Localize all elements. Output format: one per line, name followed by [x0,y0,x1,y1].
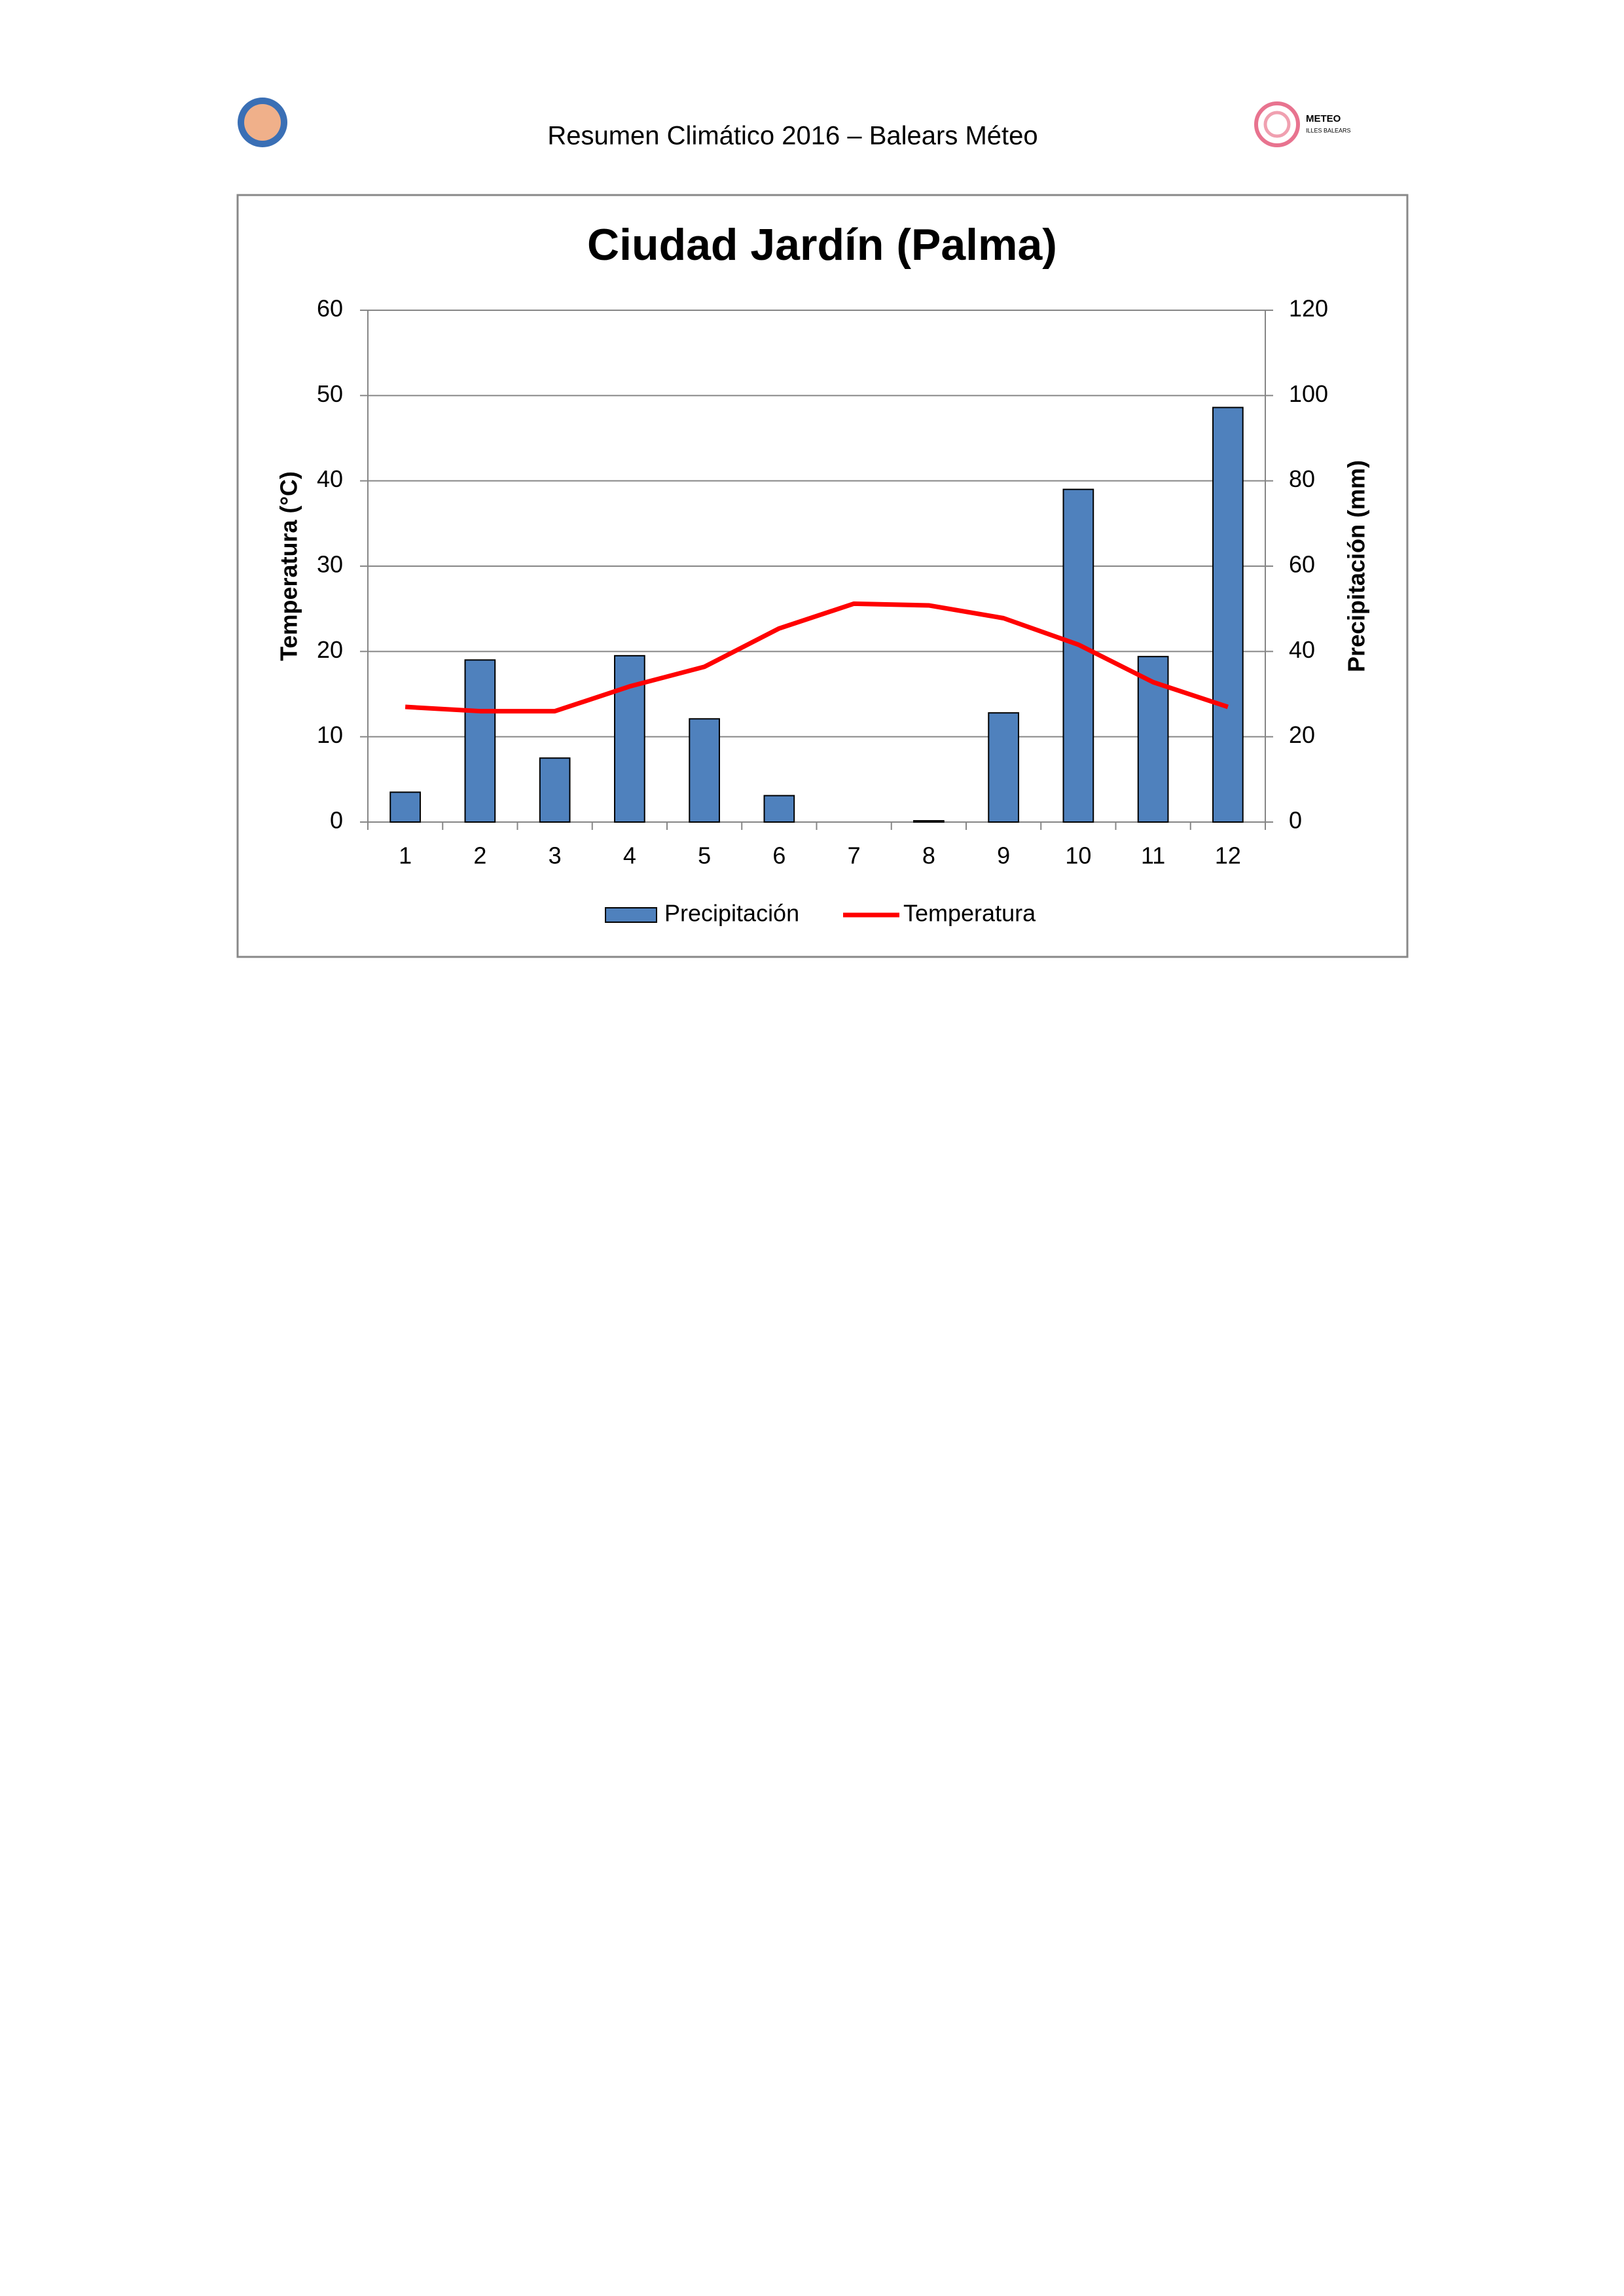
x-tick-label: 6 [772,842,785,869]
logo-yarn [1254,101,1300,147]
bar [614,655,645,823]
y-tick-label: 10 [317,721,343,748]
bar [389,791,421,823]
logo-yarn-inner [1263,111,1291,138]
y2-tick-label: 100 [1289,380,1328,407]
y2-tick-label: 60 [1289,551,1315,578]
y2-tick-label: 80 [1289,465,1315,492]
line [405,601,1229,714]
y2-tick-label: 40 [1289,636,1315,663]
y2-tick-label: 20 [1289,721,1315,748]
x-tick-label: 12 [1215,842,1241,869]
left-logo [238,98,287,147]
x-tick-label: 10 [1065,842,1091,869]
y-tick-label: 60 [317,295,343,322]
logo-center [244,104,281,141]
bar [1062,488,1094,823]
x-tick-label: 4 [623,842,636,869]
y-tick-label: 0 [330,807,343,834]
legend-label: Temperatura [903,900,1036,927]
right-logo: METEO ILLES BALEARS [1254,101,1351,147]
y-axis-title: Temperatura (°C) [276,471,302,661]
bar [763,795,795,823]
y-tick-label: 30 [317,551,343,578]
x-tick-label: 1 [399,842,412,869]
y2-tick-label: 0 [1289,807,1302,834]
x-tick-label: 7 [848,842,861,869]
x-tick-label: 5 [698,842,711,869]
x-tick-label: 9 [997,842,1010,869]
header-title: Resumen Climático 2016 – Balears Méteo [547,122,1038,151]
legend-label: Precipitación [664,900,799,927]
y-tick-label: 50 [317,380,343,407]
x-tick-label: 11 [1141,842,1165,869]
bar [988,712,1019,823]
y2-tick-label: 120 [1289,295,1328,322]
bar [689,718,720,823]
y-tick-label: 40 [317,465,343,492]
bar [1212,406,1244,823]
y-tick-label: 20 [317,636,343,663]
logo-title: METEO [1306,113,1341,124]
chart-title: Ciudad Jardín (Palma) [587,220,1057,270]
y2-axis-title: Precipitación (mm) [1343,460,1370,672]
bar [913,820,945,823]
bar [464,659,496,823]
x-tick-label: 3 [549,842,562,869]
logo-subtitle: ILLES BALEARS [1306,127,1351,134]
legend-swatch [605,907,657,923]
x-tick-label: 8 [922,842,935,869]
bar [539,757,571,823]
x-tick-label: 2 [473,842,486,869]
